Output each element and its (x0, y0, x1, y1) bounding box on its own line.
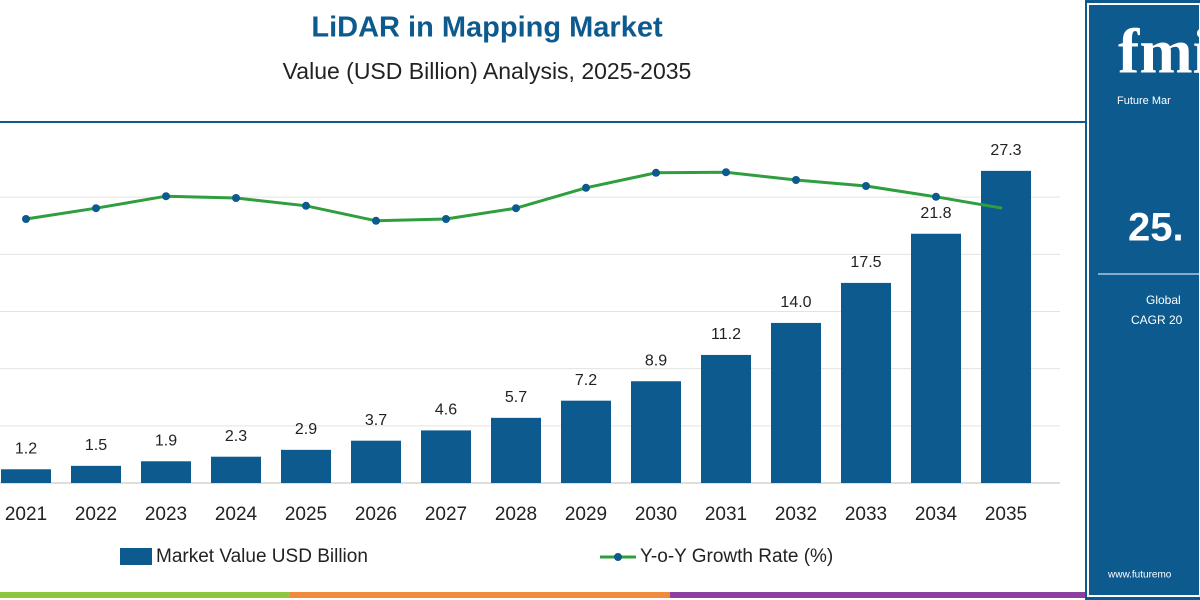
data-label: 11.2 (711, 326, 741, 343)
bar (1, 469, 51, 483)
sidebar-border (1087, 3, 1200, 597)
growth-point (302, 201, 310, 210)
footer-strip (290, 592, 670, 598)
growth-point (92, 204, 100, 213)
growth-point (722, 168, 730, 177)
data-label: 3.7 (365, 412, 387, 429)
growth-point (162, 192, 170, 201)
data-label: 4.6 (435, 402, 457, 419)
growth-line (25, 170, 1007, 223)
data-label: 7.2 (575, 372, 597, 389)
bar (141, 461, 191, 483)
growth-point (582, 183, 590, 192)
bar (281, 449, 331, 483)
growth-point (512, 204, 520, 213)
sidebar-caption: CAGR 20 (1131, 313, 1183, 327)
data-label: 17.5 (850, 254, 881, 271)
bar (771, 322, 821, 483)
sidebar-brand: Future Mar (1117, 95, 1171, 107)
growth-point (652, 168, 660, 177)
x-tick-label: 2034 (915, 504, 958, 525)
sidebar-figure: 25. (1128, 206, 1184, 250)
legend-label: Y-o-Y Growth Rate (%) (640, 546, 833, 567)
data-label: 2.3 (225, 428, 247, 445)
growth-point (232, 194, 240, 202)
x-tick-label: 2021 (5, 504, 47, 525)
x-tick-label: 2032 (775, 504, 817, 525)
bar (911, 233, 961, 483)
chart-subtitle: Value (USD Billion) Analysis, 2025-2035 (283, 58, 692, 84)
growth-point (442, 215, 450, 223)
chart-title: LiDAR in Mapping Market (311, 12, 663, 44)
legend-label: Market Value USD Billion (156, 546, 368, 567)
x-tick-label: 2026 (355, 504, 397, 525)
x-tick-label: 2025 (285, 504, 327, 525)
x-tick-label: 2035 (985, 504, 1027, 525)
footer-strip (670, 592, 1085, 598)
sidebar-panel (1085, 0, 1200, 600)
growth-point (22, 215, 30, 223)
x-tick-label: 2023 (145, 504, 187, 525)
bar (421, 430, 471, 483)
data-label: 14.0 (780, 294, 811, 311)
sidebar-url: www.futuremo (1107, 570, 1172, 581)
growth-point (1002, 204, 1010, 213)
bar (561, 400, 611, 483)
growth-point (792, 176, 800, 184)
data-label: 1.2 (15, 440, 37, 457)
sidebar-logo: fmi (1118, 16, 1200, 87)
bar (491, 417, 541, 483)
data-label: 8.9 (645, 352, 667, 369)
x-tick-label: 2033 (845, 504, 887, 525)
x-tick-label: 2030 (635, 504, 677, 525)
bar (841, 282, 891, 483)
bar (631, 381, 681, 483)
data-label: 5.7 (505, 389, 527, 406)
footer-strip (0, 592, 290, 598)
growth-point (862, 182, 870, 190)
data-label: 1.9 (155, 432, 177, 449)
legend-swatch (120, 548, 152, 565)
data-label: 1.5 (85, 437, 107, 454)
x-tick-label: 2024 (215, 504, 258, 525)
sidebar: fmi Future Mar 25. Global CAGR 20 www.fu… (1085, 0, 1200, 600)
x-tick-label: 2031 (705, 504, 747, 525)
growth-point (372, 216, 380, 225)
growth-point (932, 192, 940, 201)
x-tick-label: 2027 (425, 504, 467, 525)
x-tick-label: 2029 (565, 504, 607, 525)
sidebar-caption: Global (1146, 293, 1181, 307)
data-label: 27.3 (990, 142, 1021, 159)
data-label: 21.8 (920, 205, 951, 222)
x-tick-label: 2028 (495, 504, 537, 525)
data-label: 2.9 (295, 421, 317, 438)
bar (701, 354, 751, 483)
bar (351, 440, 401, 483)
legend-swatch (614, 553, 622, 561)
bar (71, 465, 121, 483)
x-tick-label: 2022 (75, 504, 117, 525)
bar (981, 170, 1031, 483)
bar (211, 456, 261, 483)
